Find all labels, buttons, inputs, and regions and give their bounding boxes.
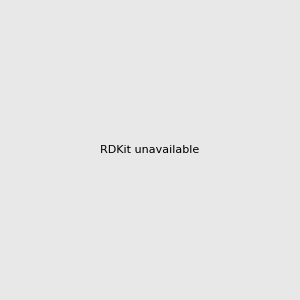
Text: RDKit unavailable: RDKit unavailable [100, 145, 200, 155]
